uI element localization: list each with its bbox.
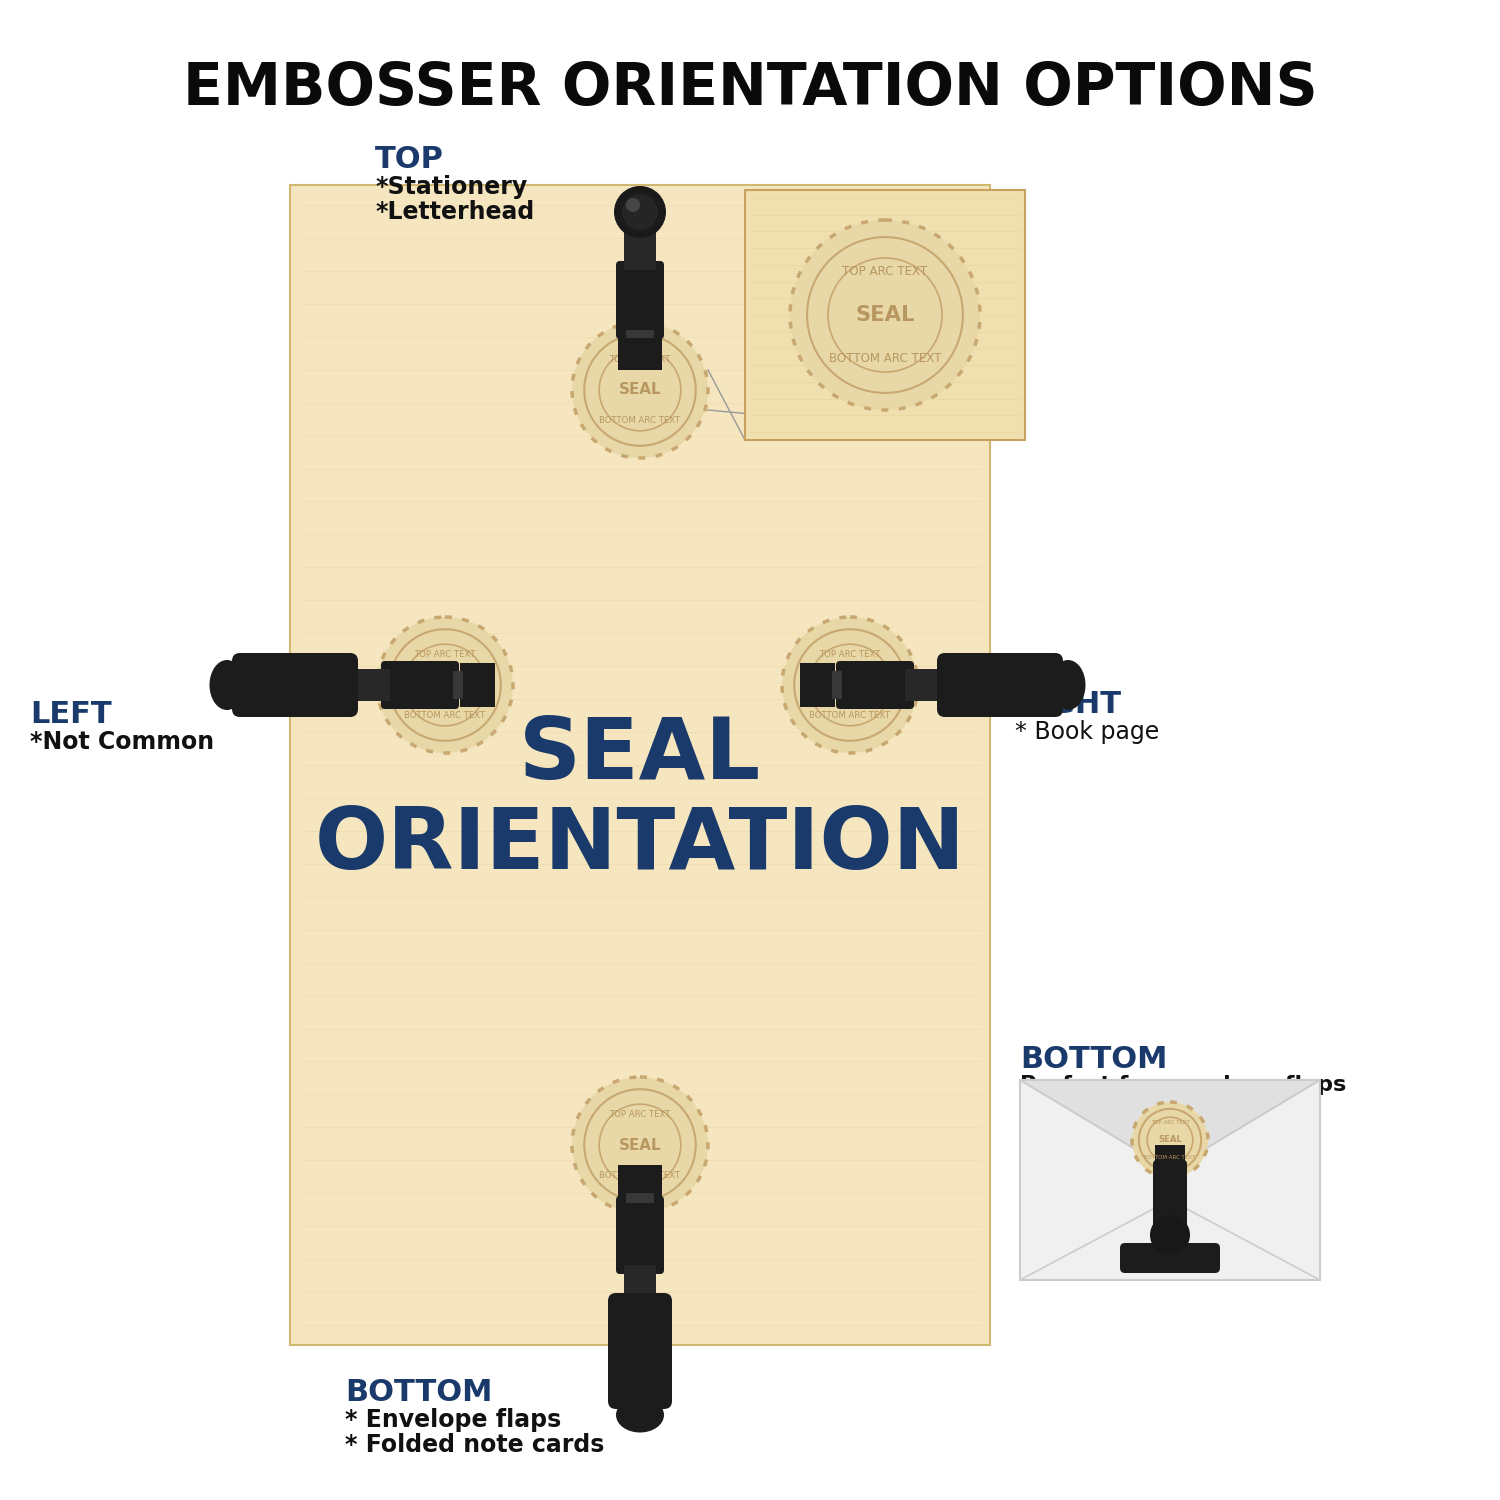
Bar (345, 669, 390, 700)
Text: SEAL: SEAL (618, 382, 662, 398)
Circle shape (614, 186, 666, 238)
Bar (290, 184, 990, 1346)
Text: TOP ARC TEXT: TOP ARC TEXT (609, 1110, 670, 1119)
FancyBboxPatch shape (232, 652, 358, 717)
Bar (1020, 1080, 1320, 1280)
Circle shape (626, 198, 640, 211)
Ellipse shape (1050, 660, 1086, 710)
Circle shape (622, 194, 658, 230)
Text: TOP ARC TEXT: TOP ARC TEXT (1150, 1120, 1190, 1125)
Text: TOP: TOP (375, 146, 444, 174)
Text: SEAL: SEAL (423, 678, 466, 693)
Text: Perfect for envelope flaps: Perfect for envelope flaps (1020, 1076, 1347, 1095)
Circle shape (376, 616, 513, 753)
FancyBboxPatch shape (1120, 1244, 1220, 1274)
FancyBboxPatch shape (836, 662, 914, 710)
Text: BOTTOM ARC TEXT: BOTTOM ARC TEXT (828, 351, 942, 364)
Text: SEAL: SEAL (855, 304, 915, 326)
Text: BOTTOM ARC TEXT: BOTTOM ARC TEXT (810, 711, 891, 720)
Text: BOTTOM ARC TEXT: BOTTOM ARC TEXT (600, 417, 681, 426)
Text: * Book page: * Book page (1016, 720, 1160, 744)
FancyBboxPatch shape (1154, 1160, 1186, 1228)
Text: *Letterhead: *Letterhead (375, 200, 534, 223)
Bar (453, 670, 464, 699)
Text: SEAL: SEAL (618, 1137, 662, 1152)
Text: TOP ARC TEXT: TOP ARC TEXT (819, 650, 880, 658)
Bar (833, 670, 842, 699)
Bar (618, 1166, 662, 1200)
Text: BOTTOM ARC TEXT: BOTTOM ARC TEXT (405, 711, 486, 720)
Bar (624, 1264, 656, 1305)
Circle shape (572, 1077, 708, 1214)
FancyBboxPatch shape (608, 1293, 672, 1408)
Bar (626, 1192, 654, 1203)
Text: SEAL: SEAL (1158, 1136, 1182, 1144)
Circle shape (572, 322, 708, 458)
Text: BOTTOM ARC TEXT: BOTTOM ARC TEXT (1144, 1155, 1196, 1160)
Bar (904, 669, 950, 700)
Text: BOTTOM: BOTTOM (345, 1378, 492, 1407)
Text: SEAL: SEAL (828, 678, 872, 693)
Text: *Not Common: *Not Common (30, 730, 214, 754)
Bar (626, 330, 654, 338)
Text: * Folded note cards: * Folded note cards (345, 1432, 604, 1456)
Text: BOTTOM ARC TEXT: BOTTOM ARC TEXT (600, 1172, 681, 1180)
Bar (746, 190, 1024, 440)
Bar (624, 230, 656, 270)
FancyBboxPatch shape (381, 662, 459, 710)
Bar (618, 334, 662, 370)
Text: or bottom of page seals: or bottom of page seals (1020, 1102, 1320, 1122)
Text: BOTTOM: BOTTOM (1020, 1046, 1167, 1074)
Text: TOP ARC TEXT: TOP ARC TEXT (609, 354, 670, 363)
Text: LEFT: LEFT (30, 700, 111, 729)
Bar (460, 663, 495, 706)
FancyBboxPatch shape (616, 1196, 664, 1274)
Text: *Stationery: *Stationery (375, 176, 528, 200)
Circle shape (790, 220, 980, 410)
Ellipse shape (616, 1398, 664, 1432)
Polygon shape (1020, 1080, 1320, 1170)
FancyBboxPatch shape (938, 652, 1064, 717)
Ellipse shape (210, 660, 244, 710)
Circle shape (1132, 1102, 1208, 1178)
Text: ORIENTATION: ORIENTATION (315, 804, 966, 886)
Circle shape (782, 616, 918, 753)
Text: SEAL: SEAL (519, 714, 760, 797)
Text: * Envelope flaps: * Envelope flaps (345, 1408, 561, 1432)
Bar (1155, 1144, 1185, 1167)
Text: EMBOSSER ORIENTATION OPTIONS: EMBOSSER ORIENTATION OPTIONS (183, 60, 1317, 117)
Text: TOP ARC TEXT: TOP ARC TEXT (414, 650, 476, 658)
Text: TOP ARC TEXT: TOP ARC TEXT (843, 266, 927, 279)
FancyBboxPatch shape (616, 261, 664, 339)
Bar (800, 663, 836, 706)
Text: RIGHT: RIGHT (1016, 690, 1120, 718)
Circle shape (1150, 1215, 1190, 1255)
